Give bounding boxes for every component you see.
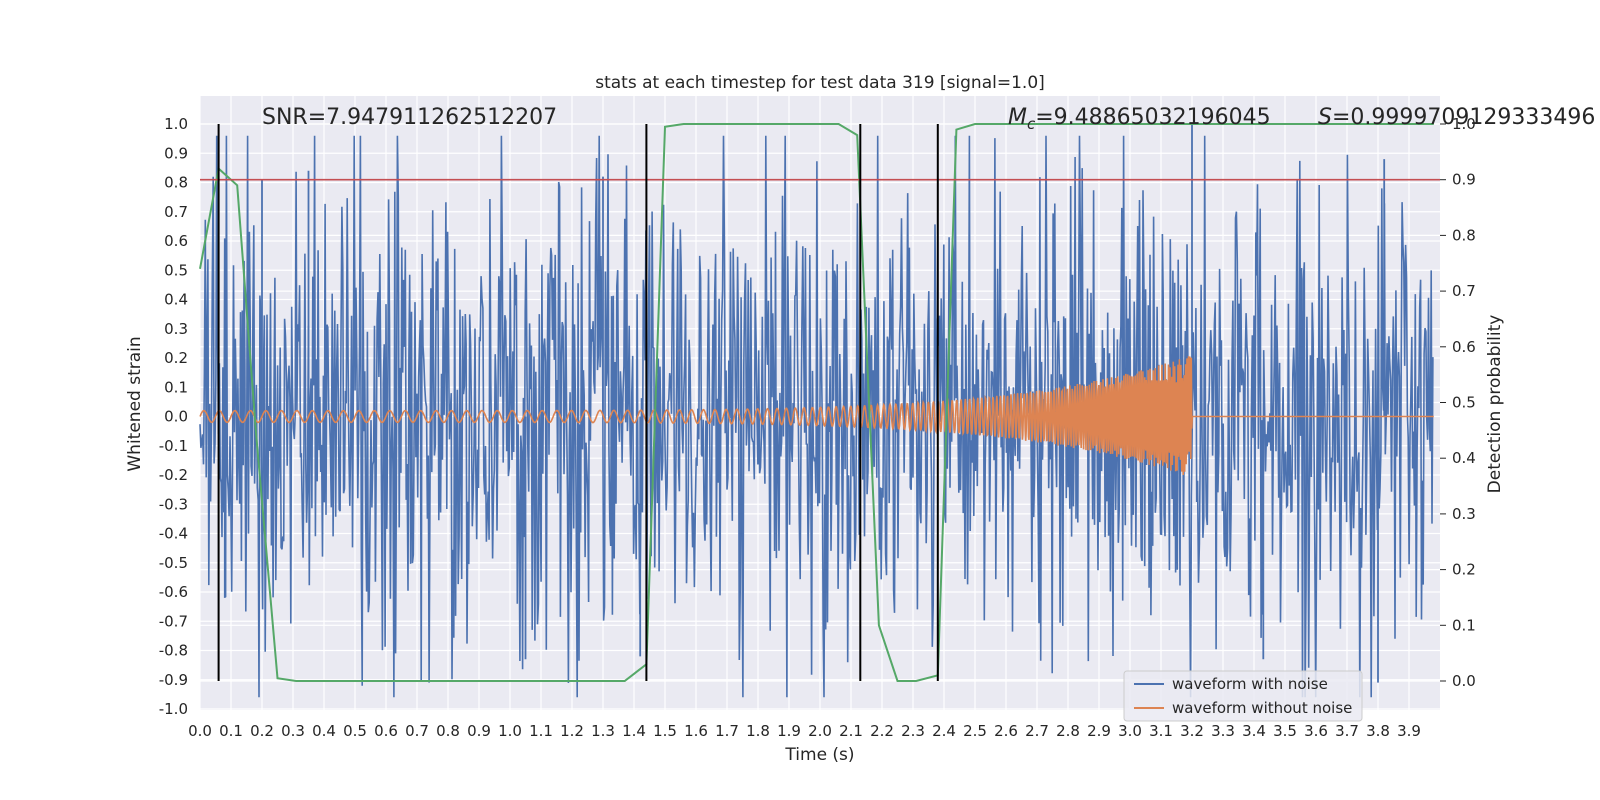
x-tick-label: 0.1 — [219, 722, 243, 740]
x-tick-label: 0.8 — [436, 722, 460, 740]
x-tick-label: 3.9 — [1397, 722, 1421, 740]
y2-tick-label: 0.9 — [1452, 171, 1476, 189]
y-tick-label: -0.5 — [159, 554, 188, 572]
x-tick-label: 1.2 — [560, 722, 584, 740]
y2-tick-label: 0.3 — [1452, 505, 1476, 523]
snr-annotation: SNR=7.947911262512207 — [262, 105, 557, 130]
y-tick-label: -0.9 — [159, 671, 188, 689]
x-tick-label: 0.0 — [188, 722, 212, 740]
y-tick-label: -0.7 — [159, 612, 188, 630]
x-tick-label: 0.7 — [405, 722, 429, 740]
y2-tick-label: 0.0 — [1452, 672, 1476, 690]
x-tick-label: 2.0 — [808, 722, 832, 740]
y2-tick-label: 0.8 — [1452, 226, 1476, 244]
y-tick-label: -0.6 — [159, 583, 188, 601]
chirp-mass-subscript: c — [1027, 115, 1036, 133]
y-tick-label: 0.6 — [164, 232, 188, 250]
y-tick-label: -0.8 — [159, 642, 188, 660]
axis-ticks: 0.0 0.1 0.2 0.3 0.4 0.5 0.6 0.7 0.8 0.9 1.0 1.1 1.2 1… — [159, 115, 1476, 740]
y-axis-label: Whitened strain — [125, 336, 145, 471]
y-tick-label: -1.0 — [159, 700, 188, 718]
x-tick-label: 3.3 — [1211, 722, 1235, 740]
chirp-mass-annotation: Mc=9.48865032196045 — [1008, 105, 1271, 133]
x-tick-label: 2.1 — [839, 722, 863, 740]
y2-tick-label: 0.6 — [1452, 338, 1476, 356]
x-tick-label: 0.4 — [312, 722, 336, 740]
x-tick-label: 1.8 — [746, 722, 770, 740]
y-tick-label: 0.0 — [164, 408, 188, 426]
x-tick-label: 2.5 — [963, 722, 987, 740]
y-tick-label: 0.9 — [164, 144, 188, 162]
y2-tick-label: 0.2 — [1452, 561, 1476, 579]
x-tick-label: 2.6 — [994, 722, 1018, 740]
score-symbol: S — [1318, 105, 1332, 130]
legend-label-noise: waveform with noise — [1172, 675, 1328, 693]
y-tick-label: -0.3 — [159, 495, 188, 513]
x-tick-label: 1.6 — [684, 722, 708, 740]
y-tick-label: -0.1 — [159, 437, 188, 455]
y-tick-label: 0.2 — [164, 349, 188, 367]
x-tick-label: 3.0 — [1118, 722, 1142, 740]
y2-tick-label: 1.0 — [1452, 115, 1476, 133]
x-tick-label: 2.2 — [870, 722, 894, 740]
x-tick-label: 3.6 — [1304, 722, 1328, 740]
x-tick-label: 2.8 — [1056, 722, 1080, 740]
x-tick-label: 0.3 — [281, 722, 305, 740]
legend-label-clean: waveform without noise — [1172, 699, 1352, 717]
x-axis-label: Time (s) — [784, 745, 854, 765]
x-tick-label: 2.4 — [932, 722, 956, 740]
x-tick-label: 3.4 — [1242, 722, 1266, 740]
vertical-lines — [217, 124, 939, 681]
x-tick-label: 3.7 — [1335, 722, 1359, 740]
y2-tick-label: 0.7 — [1452, 282, 1476, 300]
clean-series — [199, 356, 1434, 476]
y2-axis-label: Detection probability — [1485, 315, 1505, 494]
probability-line — [199, 123, 1434, 682]
x-tick-label: 1.9 — [777, 722, 801, 740]
score-value: =0.9999709129333496 — [1332, 105, 1595, 130]
y-tick-label: 1.0 — [164, 115, 188, 133]
x-tick-label: 0.9 — [467, 722, 491, 740]
chart-title: stats at each timestep for test data 319… — [595, 73, 1045, 93]
x-tick-label: 3.5 — [1273, 722, 1297, 740]
x-tick-label: 2.9 — [1087, 722, 1111, 740]
y-tick-label: 0.3 — [164, 320, 188, 338]
y2-tick-label: 0.4 — [1452, 449, 1476, 467]
noise-waveform — [199, 135, 1434, 698]
y2-tick-label: 0.5 — [1452, 394, 1476, 412]
x-tick-label: 1.1 — [529, 722, 553, 740]
chirp-mass-symbol: M — [1008, 105, 1027, 130]
x-tick-label: 1.5 — [653, 722, 677, 740]
score-annotation: S=0.9999709129333496 — [1318, 105, 1595, 130]
x-tick-label: 2.7 — [1025, 722, 1049, 740]
clean-waveform — [199, 356, 1434, 476]
x-tick-label: 3.8 — [1366, 722, 1390, 740]
chirp-mass-value: =9.48865032196045 — [1035, 105, 1270, 130]
y-tick-label: -0.4 — [159, 525, 188, 543]
x-tick-label: 0.6 — [374, 722, 398, 740]
y-tick-label: 0.8 — [164, 174, 188, 192]
y-tick-label: 0.5 — [164, 261, 188, 279]
x-tick-label: 1.0 — [498, 722, 522, 740]
probability-series — [199, 123, 1434, 682]
y-tick-label: 0.4 — [164, 291, 188, 309]
y-tick-label: 0.1 — [164, 378, 188, 396]
x-tick-label: 1.7 — [715, 722, 739, 740]
x-tick-label: 2.3 — [901, 722, 925, 740]
y-tick-label: 0.7 — [164, 203, 188, 221]
legend: waveform with noise waveform without noi… — [1123, 670, 1363, 722]
x-tick-label: 1.4 — [622, 722, 646, 740]
x-tick-label: 3.1 — [1149, 722, 1173, 740]
x-tick-label: 0.2 — [250, 722, 274, 740]
legend-box — [1123, 670, 1363, 722]
x-tick-label: 0.5 — [343, 722, 367, 740]
x-tick-label: 3.2 — [1180, 722, 1204, 740]
x-tick-label: 1.3 — [591, 722, 615, 740]
y-tick-label: -0.2 — [159, 466, 188, 484]
y2-tick-label: 0.1 — [1452, 616, 1476, 634]
